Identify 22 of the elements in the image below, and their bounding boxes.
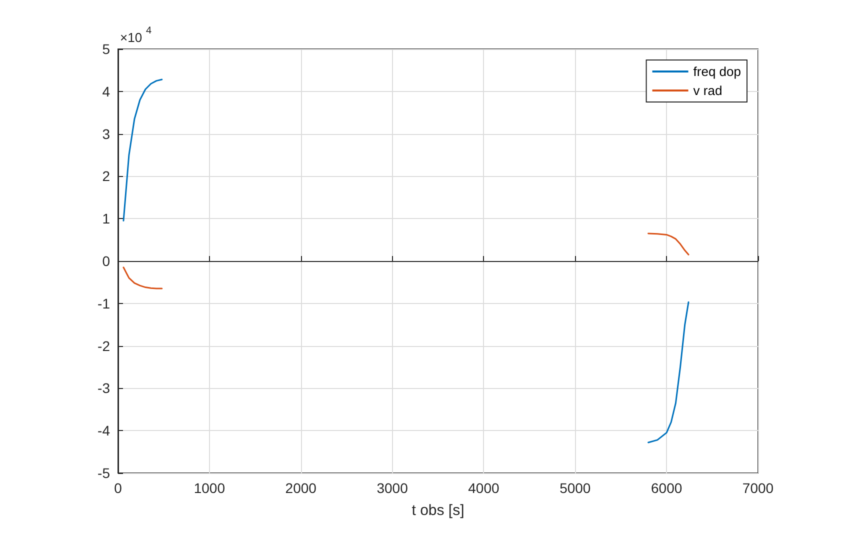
- y-tick-label: -2: [98, 338, 110, 354]
- y-tick-label: -3: [98, 380, 110, 396]
- legend-label: v rad: [693, 83, 722, 98]
- y-tick-label: 1: [102, 210, 110, 227]
- x-tick-label: 2000: [285, 480, 317, 496]
- x-tick-label: 6000: [650, 480, 682, 496]
- y-tick-label: -5: [98, 465, 110, 481]
- x-axis-title: t obs [s]: [412, 502, 464, 519]
- y-tick-label: 5: [102, 41, 110, 57]
- y-tick-label: 0: [102, 253, 110, 269]
- legend-label: freq dop: [693, 64, 741, 79]
- y-tick-label: -4: [98, 422, 110, 439]
- x-tick-label: 7000: [742, 480, 774, 496]
- x-tick-label: 5000: [560, 480, 591, 496]
- y-tick-label: -1: [98, 295, 110, 312]
- y-tick-label: 2: [102, 168, 110, 184]
- x-tick-label: 1000: [194, 480, 226, 496]
- x-tick-label: 4000: [468, 480, 500, 496]
- y-tick-label: 4: [102, 83, 110, 100]
- x-tick-label: 3000: [376, 480, 408, 496]
- x-tick-label: 0: [114, 480, 122, 496]
- y-tick-label: 3: [102, 126, 110, 142]
